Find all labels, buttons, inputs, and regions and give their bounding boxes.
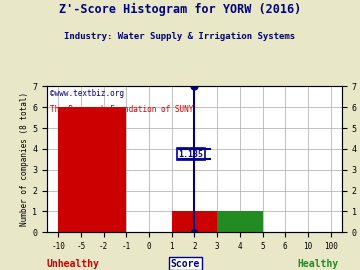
Bar bbox=[172, 211, 217, 232]
Text: Healthy: Healthy bbox=[297, 259, 338, 269]
Bar bbox=[217, 211, 262, 232]
Text: Unhealthy: Unhealthy bbox=[47, 259, 100, 269]
Y-axis label: Number of companies (8 total): Number of companies (8 total) bbox=[20, 92, 29, 226]
Bar bbox=[58, 107, 126, 232]
Text: Score: Score bbox=[171, 259, 200, 269]
Text: ©www.textbiz.org: ©www.textbiz.org bbox=[50, 89, 124, 98]
Text: Industry: Water Supply & Irrigation Systems: Industry: Water Supply & Irrigation Syst… bbox=[64, 32, 296, 41]
Text: Z'-Score Histogram for YORW (2016): Z'-Score Histogram for YORW (2016) bbox=[59, 3, 301, 16]
Text: The Research Foundation of SUNY: The Research Foundation of SUNY bbox=[50, 105, 193, 114]
Text: 1.135: 1.135 bbox=[179, 150, 203, 158]
